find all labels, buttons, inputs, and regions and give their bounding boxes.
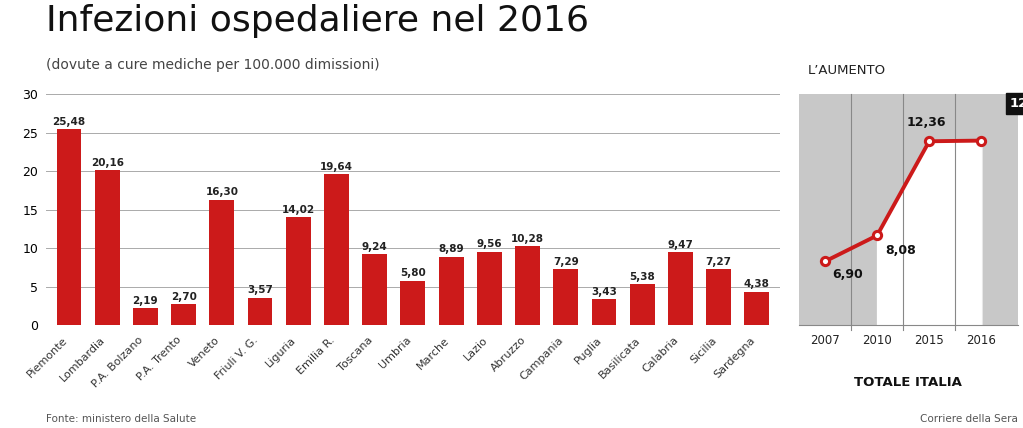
Text: 9,56: 9,56 [477,239,502,250]
Text: Fonte: ministero della Salute: Fonte: ministero della Salute [46,414,196,424]
Point [816,258,833,265]
Point [869,232,885,239]
Bar [553,269,578,325]
Bar [745,291,769,325]
Bar [516,246,540,325]
Text: 4,38: 4,38 [744,279,769,289]
Bar [400,281,426,325]
Text: 5,38: 5,38 [629,271,655,282]
Text: L’AUMENTO: L’AUMENTO [807,64,886,77]
Text: 10,28: 10,28 [512,234,544,244]
Bar [95,170,120,325]
Bar [285,217,311,325]
Text: 9,47: 9,47 [667,240,694,250]
Text: TOTALE ITALIA: TOTALE ITALIA [854,376,963,389]
Bar [591,299,617,325]
Point [973,137,989,144]
Text: 16,30: 16,30 [206,187,238,197]
Bar [210,200,234,325]
Bar [171,304,196,325]
Text: 12,36: 12,36 [906,116,946,129]
Text: 2,70: 2,70 [171,292,196,302]
Text: 3,43: 3,43 [591,286,617,297]
Bar [477,252,501,325]
Text: 6,90: 6,90 [833,268,863,281]
Bar [630,284,655,325]
Text: 5,80: 5,80 [400,268,426,278]
Text: 20,16: 20,16 [91,158,124,168]
Text: 7,27: 7,27 [706,257,731,267]
Text: Infezioni ospedaliere nel 2016: Infezioni ospedaliere nel 2016 [46,4,589,38]
Bar [324,174,349,325]
Text: Corriere della Sera: Corriere della Sera [920,414,1018,424]
Text: 9,24: 9,24 [362,242,388,252]
Text: 25,48: 25,48 [52,117,86,127]
Text: 8,89: 8,89 [438,244,464,255]
Text: 14,02: 14,02 [281,205,315,215]
Bar [362,254,387,325]
Text: 3,57: 3,57 [248,285,273,295]
Text: 8,08: 8,08 [885,244,916,258]
Text: 12,39: 12,39 [1010,97,1023,110]
Text: (dovute a cure mediche per 100.000 dimissioni): (dovute a cure mediche per 100.000 dimis… [46,58,380,72]
Text: 2,19: 2,19 [133,296,159,306]
Text: 7,29: 7,29 [552,257,579,267]
Text: 19,64: 19,64 [320,162,353,172]
Bar [133,309,158,325]
Point [921,138,937,145]
Bar [248,298,272,325]
Bar [56,129,82,325]
Bar [439,257,463,325]
Bar [668,253,693,325]
Bar [706,269,731,325]
